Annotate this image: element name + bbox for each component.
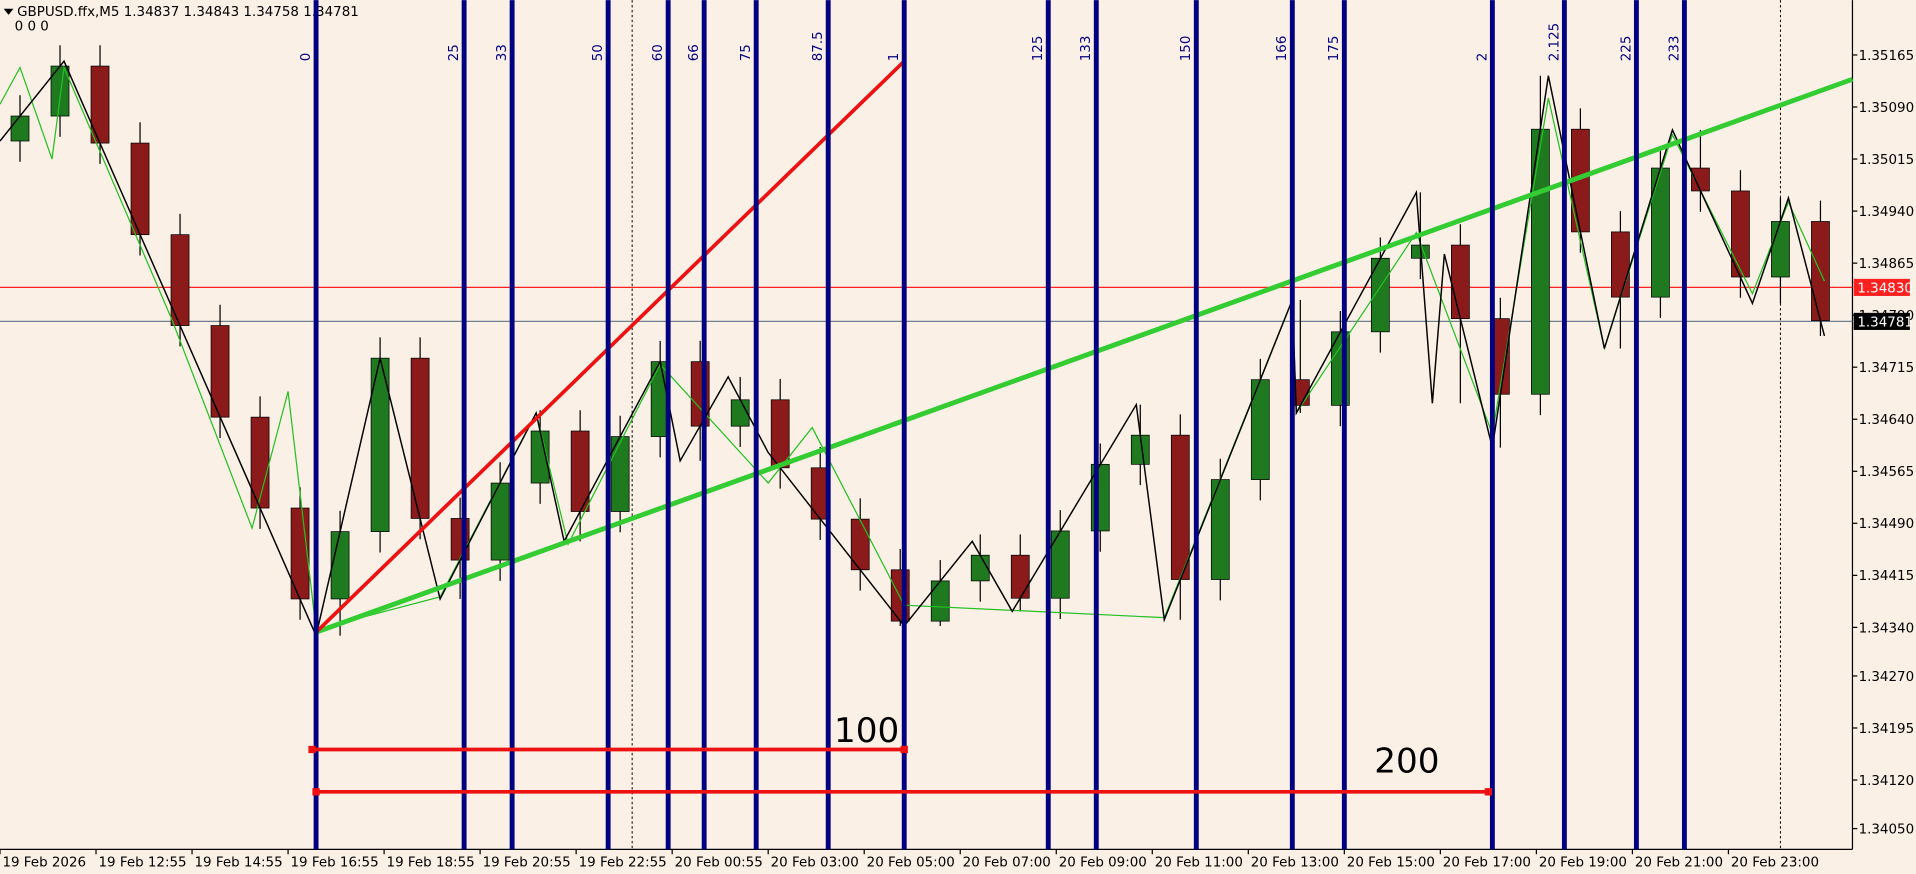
x-tick-label: 20 Feb 19:00	[1539, 856, 1627, 871]
x-tick-label: 20 Feb 17:00	[1443, 856, 1531, 871]
candle-body	[330, 531, 350, 600]
candle-body	[970, 554, 990, 582]
y-tick-label: 1.34565	[1859, 465, 1915, 480]
level-label-box	[1853, 278, 1910, 296]
y-tick-label: 1.34340	[1859, 621, 1915, 636]
indicator-values: 0 0 0	[15, 20, 49, 35]
fib-time-label: 50	[591, 44, 606, 61]
zigzag	[0, 59, 1826, 639]
x-tick-label: 19 Feb 2026	[2, 856, 86, 871]
candle-body	[1771, 221, 1790, 278]
x-tick-label: 19 Feb 20:55	[483, 856, 571, 871]
y-tick-label: 1.34640	[1859, 413, 1915, 428]
measure-label: 200	[1374, 741, 1439, 781]
x-tick-label: 20 Feb 05:00	[867, 856, 955, 871]
x-tick-label: 19 Feb 14:55	[194, 856, 282, 871]
fib-time-label: 133	[1079, 36, 1094, 62]
fib-time-label: 2	[1475, 53, 1490, 62]
measure-label: 100	[834, 711, 899, 751]
fib-time-label: 225	[1619, 36, 1634, 62]
fib-time-label: 2.125	[1547, 23, 1562, 61]
symbol-info: GBPUSD.ffx,M5 1.34837 1.34843 1.34758 1.…	[17, 5, 359, 20]
fib-time-label: 33	[495, 44, 510, 61]
fib-time-label: 233	[1667, 36, 1682, 62]
fib-time-label: 1	[887, 53, 902, 62]
y-tick-label: 1.35090	[1859, 101, 1915, 116]
y-tick-label: 1.34195	[1859, 722, 1915, 737]
candle-body	[1170, 434, 1190, 580]
measure-end	[900, 745, 908, 754]
fib-time-label: 75	[739, 44, 754, 61]
x-tick-label: 19 Feb 18:55	[387, 856, 475, 871]
fib-time-label: 60	[651, 44, 666, 61]
x-tick-label: 20 Feb 03:00	[771, 856, 859, 871]
x-tick-label: 19 Feb 16:55	[291, 856, 379, 871]
fib-time-label: 0	[299, 53, 314, 62]
candle-body	[930, 580, 950, 622]
candle-body	[1450, 244, 1470, 319]
candle-body	[1611, 231, 1630, 298]
trend-line	[315, 76, 1854, 635]
x-tick-label: 20 Feb 07:00	[963, 856, 1051, 871]
measure-end	[312, 788, 320, 796]
y-tick-label: 1.35165	[1859, 49, 1915, 64]
x-tick-label: 20 Feb 23:00	[1731, 856, 1819, 871]
candle-body	[90, 65, 110, 144]
y-tick-label: 1.34415	[1859, 569, 1915, 584]
price-label-text: 1.34781	[1857, 315, 1913, 330]
y-tick-label: 1.34865	[1859, 257, 1915, 272]
fib-time-label: 150	[1179, 36, 1194, 62]
fib-time-label: 125	[1031, 36, 1046, 62]
x-tick-label: 20 Feb 21:00	[1635, 856, 1723, 871]
fib-time-label: 175	[1327, 36, 1342, 62]
y-tick-label: 1.35015	[1859, 153, 1915, 168]
fib-time-label: 25	[447, 44, 462, 61]
x-tick-label: 20 Feb 15:00	[1347, 856, 1435, 871]
y-tick-label: 1.34050	[1859, 822, 1915, 837]
price-label-box	[1853, 312, 1910, 330]
x-tick-label: 20 Feb 09:00	[1059, 856, 1147, 871]
y-tick-label: 1.34490	[1859, 517, 1915, 532]
x-tick-label: 20 Feb 00:55	[675, 856, 763, 871]
candle-body	[770, 399, 790, 469]
fib-time-label: 66	[687, 44, 702, 61]
y-tick-label: 1.34715	[1859, 361, 1915, 376]
menu-arrow[interactable]	[3, 8, 14, 15]
y-tick-label: 1.34270	[1859, 670, 1915, 685]
x-tick-label: 20 Feb 11:00	[1155, 856, 1243, 871]
candle-body	[1691, 167, 1710, 192]
zigzag-minor	[0, 65, 1826, 631]
fib-time-label: 87.5	[811, 31, 826, 61]
x-tick-label: 20 Feb 13:00	[1251, 856, 1339, 871]
y-tick-label: 1.34940	[1859, 205, 1915, 220]
y-tick-label: 1.34120	[1859, 774, 1915, 789]
x-tick-label: 19 Feb 12:55	[98, 856, 186, 871]
x-tick-label: 19 Feb 22:55	[579, 856, 667, 871]
fib-time-label: 166	[1275, 36, 1290, 62]
measure-end	[308, 745, 316, 754]
measure-end	[1484, 788, 1493, 796]
candle-body	[10, 115, 30, 142]
level-label-text: 1.34830	[1857, 281, 1913, 296]
candle-body	[1010, 554, 1030, 599]
